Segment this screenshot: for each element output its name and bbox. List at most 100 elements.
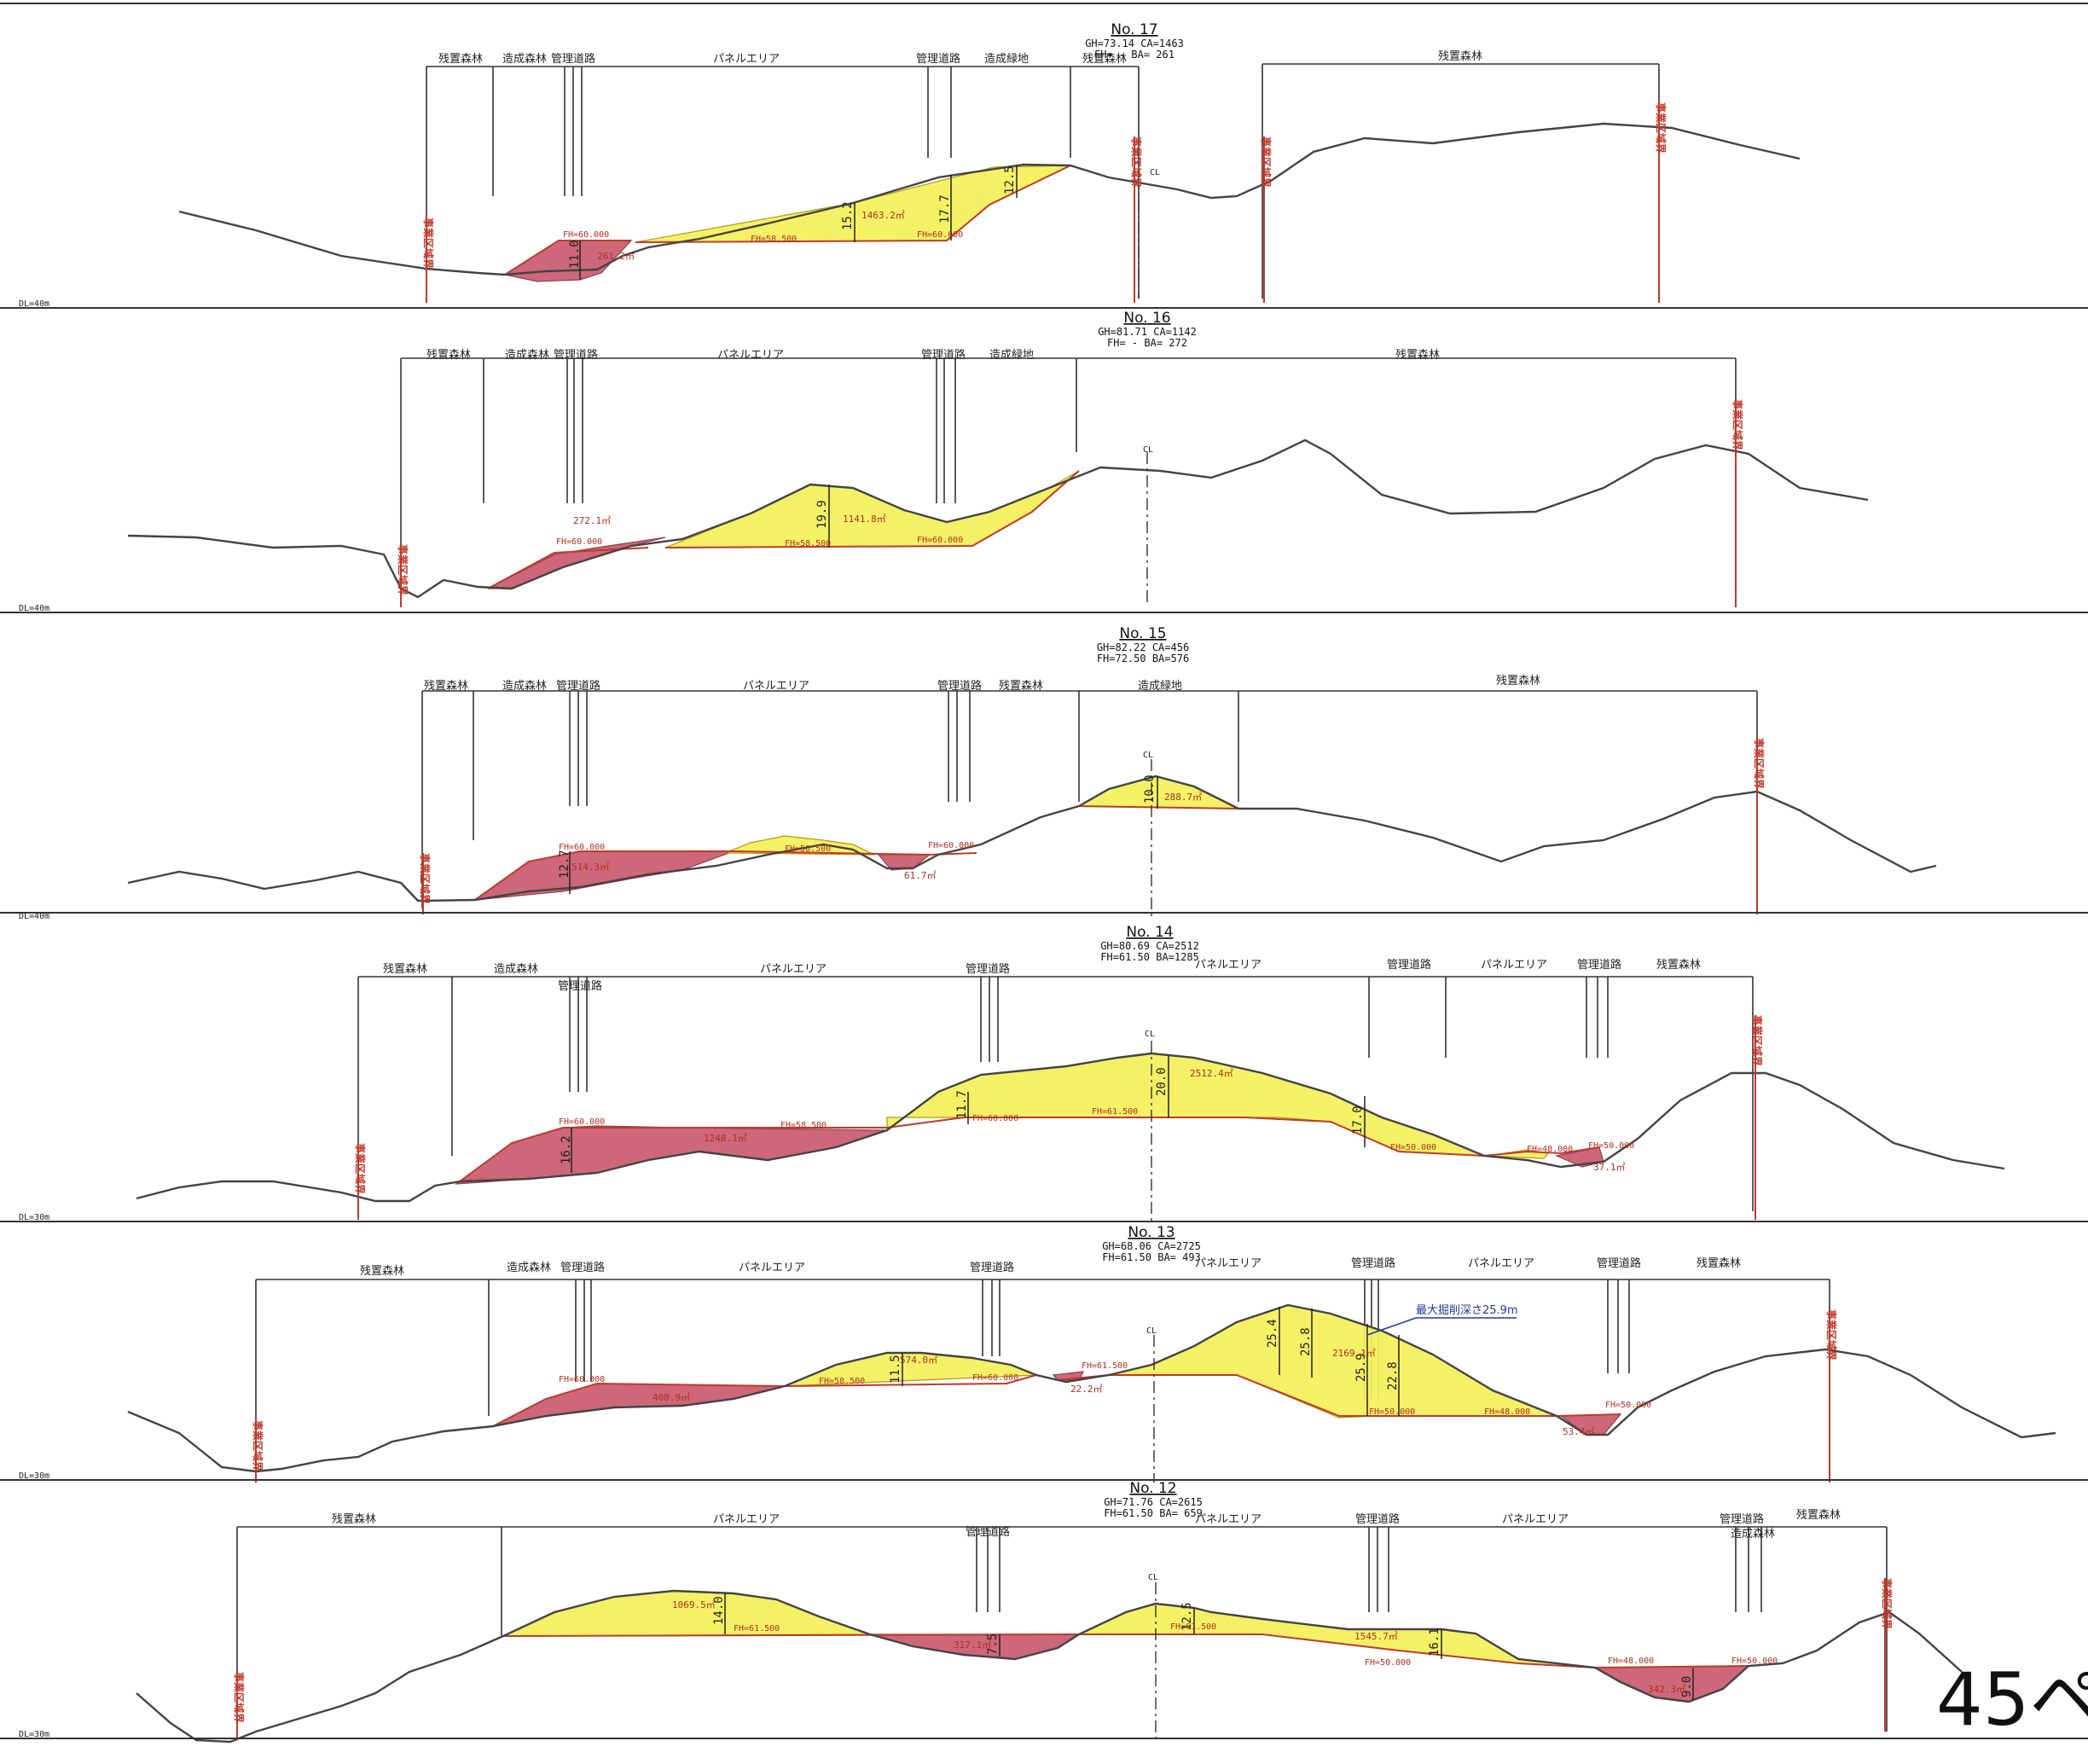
zone-label: 残置森林: [426, 349, 471, 362]
section-gh-ca: GH=71.76 CA=2615: [1104, 1496, 1203, 1508]
cl-label: CL: [1143, 445, 1153, 455]
boundary-label: 事業区域界: [354, 1143, 367, 1194]
zone-label: 管理道路: [551, 52, 595, 66]
cut-area: [1108, 1304, 1557, 1419]
zone-label: 残置森林: [383, 963, 427, 976]
terrain-line: [178, 122, 1801, 276]
area-label: 1463.2㎡: [861, 210, 905, 221]
zone-label: 残置森林: [999, 680, 1043, 693]
fh-label: FH=48.000: [1608, 1657, 1654, 1666]
zone-label: パネルエリア: [1481, 959, 1547, 972]
fh-label: FH=58.500: [785, 539, 831, 548]
boundary-label: 事業区域界: [419, 853, 432, 904]
height-dim: 22.8: [1386, 1361, 1400, 1390]
cl-label: CL: [1148, 1573, 1158, 1582]
section-no17: No. 17 GH=73.14 CA=1463 FH= - BA= 261 残置…: [0, 21, 2088, 309]
area-label: 1069.5㎡: [672, 1599, 716, 1610]
boundary-label: 事業区域界: [1655, 102, 1668, 154]
zone-label: 残置森林: [438, 53, 483, 66]
zone-label: 残置森林: [1395, 349, 1440, 362]
section-fh-ba: FH=72.50 BA=576: [1097, 653, 1189, 664]
zone-label: 造成森林: [505, 349, 549, 362]
boundary-label: 事業区域界: [252, 1420, 264, 1471]
cl-label: CL: [1146, 1326, 1157, 1336]
section-title: No. 17: [1111, 21, 1157, 38]
height-dim: 16.1: [1428, 1628, 1441, 1657]
height-dim: 17.0: [1351, 1105, 1365, 1134]
terrain-line: [127, 438, 1869, 599]
cut-area: [502, 1590, 871, 1637]
height-dim: 15.2: [841, 201, 855, 230]
section-fh-ba: FH= - BA= 261: [1094, 49, 1174, 61]
height-dim: 12.5: [1180, 1602, 1194, 1631]
height-dim: 16.2: [560, 1135, 573, 1164]
section-gh-ca: GH=80.69 CA=2512: [1100, 940, 1199, 952]
zone-label: 管理道路: [1387, 958, 1431, 972]
section-title: No. 16: [1123, 310, 1170, 327]
fh-label: FH=60.000: [917, 536, 963, 545]
page-number: 45ペ: [1936, 1657, 2088, 1743]
fh-label: FH=58.500: [780, 1121, 826, 1130]
height-dim: 12.7: [558, 850, 571, 879]
terrain-line: [127, 1303, 2056, 1473]
fh-label: FH=61.500: [1170, 1622, 1216, 1632]
zone-label: パネルエリア: [1468, 1257, 1534, 1270]
area-label: 408.9㎡: [652, 1392, 690, 1403]
fh-label: FH=50.000: [1390, 1143, 1436, 1152]
terrain-line: [136, 1589, 1963, 1744]
height-dim: 11.5: [889, 1355, 902, 1384]
section-fh-ba: FH= - BA= 272: [1107, 337, 1187, 349]
section-title: No. 12: [1129, 1480, 1176, 1497]
zone-label: 管理道路: [554, 348, 598, 362]
area-label: 2169.1㎡: [1332, 1348, 1376, 1359]
zone-label: 管理道路: [1351, 1256, 1395, 1270]
zone-label: 残置森林: [1656, 959, 1701, 972]
zone-label: 管理道路: [916, 52, 960, 66]
datum-label: DL=40m: [19, 912, 49, 921]
height-dim: 14.0: [712, 1596, 726, 1625]
height-dim: 12.5: [1003, 165, 1017, 194]
boundary-label: 事業区域界: [1825, 1309, 1838, 1361]
fh-label: FH=60.000: [928, 841, 974, 850]
height-dim: 17.7: [938, 194, 952, 223]
section-no13: No. 13 GH=68.06 CA=2725 FH=61.50 BA= 493…: [0, 1224, 2088, 1483]
fh-label: FH=48.000: [1484, 1407, 1530, 1417]
fh-label: FH=60.000: [559, 1375, 605, 1384]
boundary-label: 事業区域界: [1881, 1578, 1894, 1629]
section-fh-ba: FH=61.50 BA=1285: [1100, 951, 1199, 963]
area-label: 288.7㎡: [1164, 792, 1202, 803]
zone-label: パネルエリア: [717, 349, 784, 362]
zone-label: 管理道路: [937, 679, 982, 693]
fh-label: FH=50.000: [1365, 1658, 1411, 1668]
fill-area: [492, 1383, 786, 1427]
height-dim: 11.7: [955, 1090, 969, 1119]
height-dim: 11.0: [568, 240, 582, 269]
area-label: 1141.8㎡: [843, 514, 886, 525]
fh-label: FH=60.000: [559, 1117, 605, 1127]
zone-label: 残置森林: [1496, 675, 1540, 688]
area-label: 342.3㎡: [1648, 1684, 1685, 1695]
area-label: 61.7㎡: [904, 870, 937, 881]
cl-label: CL: [1150, 168, 1160, 177]
section-gh-ca: GH=68.06 CA=2725: [1102, 1240, 1201, 1252]
fill-area: [473, 850, 734, 901]
section-no15: No. 15 GH=82.22 CA=456 FH=72.50 BA=576 残…: [0, 625, 2088, 921]
section-fh-ba: FH=61.50 BA= 659: [1104, 1507, 1203, 1519]
zone-label: 造成森林: [502, 680, 547, 693]
datum-label: DL=30m: [19, 1730, 49, 1739]
datum-label: DL=40m: [19, 299, 49, 309]
datum-label: DL=30m: [19, 1471, 49, 1481]
fh-label: FH=60.000: [917, 230, 963, 240]
fh-label: FH=50.000: [1605, 1401, 1651, 1410]
fh-label: FH=61.500: [1092, 1107, 1138, 1117]
height-dim: 7.5: [986, 1633, 1000, 1655]
zone-label: 残置森林: [1796, 1509, 1841, 1522]
section-no12: No. 12 GH=71.76 CA=2615 FH=61.50 BA= 659…: [0, 1480, 2088, 1744]
area-label: 514.3㎡: [571, 862, 609, 873]
zone-label: 管理道路: [558, 979, 602, 993]
fh-label: FH=58.500: [751, 235, 797, 244]
section-fh-ba: FH=61.50 BA= 493: [1102, 1251, 1201, 1263]
fh-label: FH=61.500: [1082, 1361, 1128, 1371]
zone-label: 造成緑地: [1138, 680, 1182, 693]
